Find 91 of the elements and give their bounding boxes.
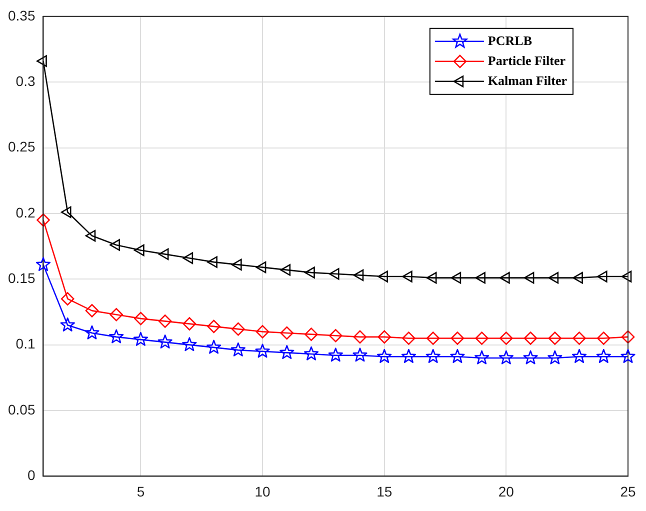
point xyxy=(255,344,270,358)
y-tick-label: 0.05 xyxy=(8,401,36,418)
point xyxy=(621,330,635,344)
point xyxy=(36,213,50,227)
y-tick-label: 0.3 xyxy=(16,72,36,89)
point xyxy=(85,230,96,242)
y-tick-label: 0.1 xyxy=(16,336,36,352)
y-tick-label: 0 xyxy=(27,467,36,484)
point xyxy=(524,272,534,284)
point xyxy=(475,332,488,345)
point xyxy=(353,330,367,344)
y-tick-label: 0.35 xyxy=(8,7,36,24)
legend-label: PCRLB xyxy=(488,32,532,48)
point xyxy=(450,349,465,363)
point xyxy=(182,317,196,330)
point xyxy=(158,334,172,349)
point xyxy=(304,266,315,278)
point xyxy=(256,325,270,338)
point xyxy=(158,248,169,260)
x-tick-label: 25 xyxy=(620,483,636,500)
point xyxy=(232,258,242,271)
point xyxy=(352,348,368,362)
point xyxy=(232,322,245,336)
y-tick-label: 0.2 xyxy=(16,204,36,220)
point xyxy=(620,349,636,363)
point xyxy=(280,326,294,340)
point xyxy=(158,314,172,328)
point xyxy=(500,272,510,284)
point xyxy=(60,206,72,218)
point xyxy=(36,257,51,272)
point xyxy=(328,328,342,342)
legend-label: Kalman Filter xyxy=(488,72,568,88)
point xyxy=(426,272,437,284)
point xyxy=(353,269,364,282)
point xyxy=(474,350,490,364)
point xyxy=(207,320,220,334)
point xyxy=(401,349,416,363)
point xyxy=(134,312,148,326)
point xyxy=(110,239,120,251)
point xyxy=(85,304,99,318)
point xyxy=(304,328,318,341)
point xyxy=(378,270,388,282)
x-tick-label: 10 xyxy=(254,483,271,500)
point xyxy=(280,264,291,276)
point xyxy=(523,350,538,364)
legend-label: Particle Filter xyxy=(488,52,566,68)
point xyxy=(548,332,562,345)
point xyxy=(548,272,559,284)
point xyxy=(498,350,514,364)
point xyxy=(133,332,148,346)
point xyxy=(621,270,632,282)
point xyxy=(109,329,124,344)
point xyxy=(475,272,486,284)
point xyxy=(572,272,583,284)
point xyxy=(182,337,197,352)
point xyxy=(36,55,47,67)
y-tick-label: 0.15 xyxy=(8,270,36,286)
point xyxy=(378,330,392,344)
x-tick-label: 15 xyxy=(376,483,392,500)
point xyxy=(426,332,440,345)
point xyxy=(377,349,392,363)
point xyxy=(328,348,343,362)
point xyxy=(134,244,144,256)
point xyxy=(402,270,412,282)
point xyxy=(572,332,586,345)
point xyxy=(280,345,294,360)
point xyxy=(524,332,538,345)
y-tick-label: 0.25 xyxy=(8,138,36,155)
point xyxy=(426,349,440,363)
point xyxy=(596,349,611,363)
point xyxy=(60,292,74,306)
point xyxy=(110,308,123,322)
point xyxy=(596,270,608,282)
point xyxy=(256,261,266,274)
point xyxy=(450,332,464,345)
point xyxy=(548,350,562,364)
point xyxy=(60,317,75,332)
point xyxy=(84,325,100,340)
x-tick-label: 20 xyxy=(498,483,514,500)
point xyxy=(304,346,319,360)
x-tick-label: 5 xyxy=(136,483,145,500)
point xyxy=(206,340,222,354)
point xyxy=(450,272,462,284)
point xyxy=(596,332,610,345)
point xyxy=(182,252,194,264)
point xyxy=(207,256,218,268)
point xyxy=(500,332,513,345)
point xyxy=(328,268,340,280)
point xyxy=(572,349,587,363)
point xyxy=(230,342,246,356)
point xyxy=(402,332,416,345)
